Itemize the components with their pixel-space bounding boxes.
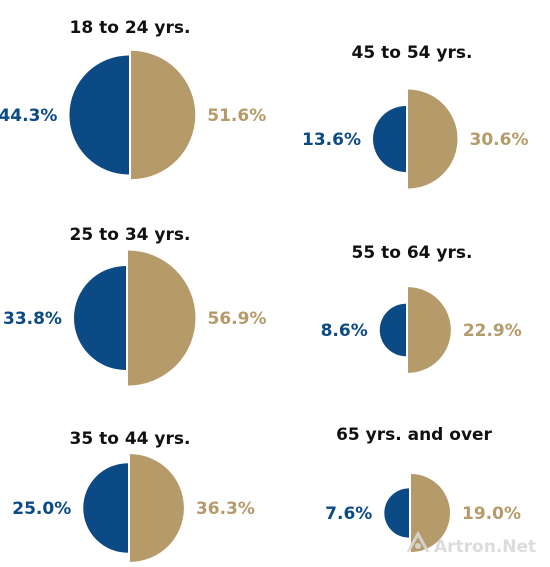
left-half-slice	[384, 488, 409, 538]
pie-chart-2: 45 to 54 yrs. 13.6% 30.6%	[302, 43, 528, 189]
watermark: Artron.Net	[406, 530, 536, 557]
pie-chart-6: 65 yrs. and over 7.6% 19.0%	[325, 425, 521, 553]
left-half-slice	[379, 303, 406, 357]
chart-title: 25 to 34 yrs.	[70, 225, 191, 245]
pie-chart-5: 35 to 44 yrs. 25.0% 36.3%	[12, 429, 255, 562]
left-value-label: 44.3%	[0, 106, 57, 126]
pie-chart-3: 25 to 34 yrs. 33.8% 56.9%	[3, 225, 266, 386]
right-value-label: 19.0%	[462, 504, 521, 524]
right-half-slice	[130, 454, 184, 562]
pie-chart-4: 55 to 64 yrs. 8.6% 22.9%	[321, 243, 522, 373]
left-value-label: 7.6%	[325, 504, 372, 524]
left-half-slice	[373, 105, 406, 173]
chart-title: 35 to 44 yrs.	[70, 429, 191, 449]
right-half-slice	[128, 250, 196, 386]
left-half-slice	[83, 463, 128, 553]
right-value-label: 30.6%	[470, 130, 529, 150]
left-value-label: 13.6%	[302, 130, 361, 150]
watermark-text: Artron.Net	[434, 537, 536, 557]
artron-logo-icon	[406, 530, 430, 553]
right-half-slice	[131, 50, 196, 180]
right-half-slice	[411, 473, 451, 553]
left-half-slice	[73, 265, 126, 371]
right-half-slice	[408, 287, 451, 373]
left-value-label: 33.8%	[3, 309, 62, 329]
left-value-label: 25.0%	[12, 499, 71, 519]
right-value-label: 56.9%	[208, 309, 267, 329]
left-value-label: 8.6%	[321, 321, 368, 341]
left-half-slice	[69, 55, 129, 175]
chart-title: 55 to 64 yrs.	[352, 243, 473, 263]
right-value-label: 36.3%	[196, 499, 255, 519]
chart-title: 18 to 24 yrs.	[70, 18, 191, 38]
right-value-label: 22.9%	[463, 321, 522, 341]
right-value-label: 51.6%	[207, 106, 266, 126]
chart-title: 45 to 54 yrs.	[352, 43, 473, 63]
chart-title: 65 yrs. and over	[336, 425, 492, 445]
right-half-slice	[408, 89, 458, 189]
pie-chart-1: 18 to 24 yrs. 44.3% 51.6%	[0, 18, 266, 180]
